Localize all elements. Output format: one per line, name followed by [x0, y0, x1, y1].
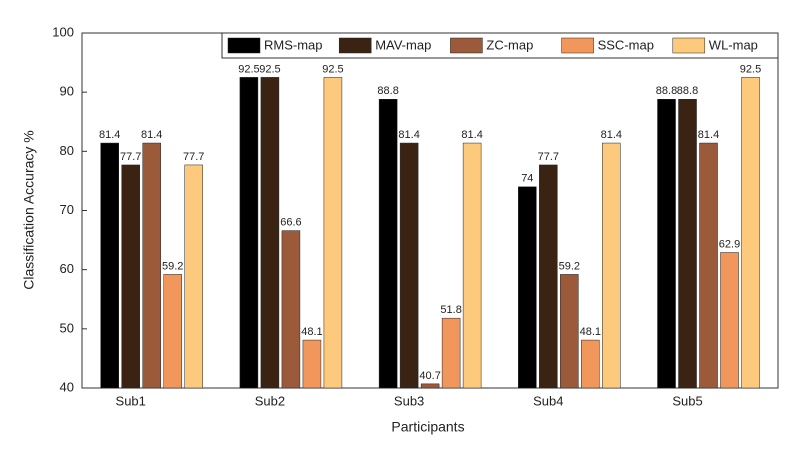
value-label: 66.6	[280, 217, 301, 229]
bar	[581, 339, 600, 389]
y-tick-label: 60	[60, 261, 74, 276]
x-tick-label: Sub3	[394, 393, 424, 408]
legend-swatch	[338, 37, 372, 54]
legend-swatch	[227, 37, 261, 54]
bar	[678, 99, 697, 389]
value-label: 59.2	[559, 260, 580, 272]
bar	[260, 77, 280, 389]
bar	[420, 383, 440, 389]
bar	[100, 142, 119, 389]
bar	[699, 142, 718, 389]
value-label: 81.4	[141, 129, 162, 141]
bar	[142, 142, 161, 389]
value-label: 40.7	[419, 370, 440, 382]
x-tick-label: Sub5	[672, 393, 702, 408]
legend-label: ZC-map	[486, 37, 533, 52]
bar	[657, 99, 676, 389]
legend-label: SSC-map	[598, 37, 654, 52]
bar	[121, 164, 140, 389]
bar	[378, 99, 398, 389]
value-label: 92.5	[259, 63, 280, 75]
value-label: 88.8	[656, 85, 677, 97]
y-tick-label: 90	[60, 84, 74, 99]
bar	[462, 142, 482, 389]
bar	[239, 77, 259, 389]
bar	[302, 339, 322, 389]
y-tick-label: 70	[60, 202, 74, 217]
bar	[281, 230, 301, 389]
bar	[560, 274, 579, 389]
value-label: 92.5	[238, 63, 259, 75]
value-label: 74	[521, 173, 533, 185]
legend-swatch	[561, 37, 594, 54]
bar	[741, 77, 760, 389]
bar	[518, 186, 537, 389]
value-label: 81.4	[99, 129, 120, 141]
bar	[441, 317, 461, 389]
x-tick-label: Sub1	[116, 393, 146, 408]
value-label: 88.8	[377, 85, 398, 97]
x-axis-label: Participants	[391, 419, 464, 435]
bar	[323, 77, 343, 389]
value-label: 92.5	[740, 63, 761, 75]
value-label: 81.4	[601, 129, 622, 141]
value-label: 48.1	[580, 326, 601, 338]
value-label: 48.1	[301, 326, 322, 338]
y-axis-label: Classification Accuracy %	[21, 130, 37, 290]
bar	[720, 252, 739, 389]
legend-label: WL-map	[709, 37, 758, 52]
legend-label: MAV-map	[375, 37, 431, 52]
value-label: 88.8	[677, 85, 698, 97]
legend-label: RMS-map	[264, 37, 323, 52]
value-label: 81.4	[398, 129, 419, 141]
value-label: 77.7	[120, 151, 141, 163]
bar	[399, 142, 419, 389]
value-label: 92.5	[322, 63, 343, 75]
value-label: 59.2	[162, 260, 183, 272]
value-label: 77.7	[538, 151, 559, 163]
bar	[184, 164, 203, 389]
y-tick-label: 100	[52, 24, 74, 39]
x-tick-label: Sub2	[255, 393, 285, 408]
value-label: 81.4	[461, 129, 482, 141]
y-tick-label: 40	[60, 379, 74, 394]
legend-swatch	[672, 37, 706, 54]
value-label: 62.9	[719, 238, 740, 250]
legend-swatch	[450, 37, 483, 54]
bar	[163, 274, 182, 389]
bar	[539, 164, 558, 389]
value-label: 81.4	[698, 129, 719, 141]
x-tick-label: Sub4	[533, 393, 563, 408]
value-label: 77.7	[183, 151, 204, 163]
bar	[602, 142, 621, 389]
value-label: 51.8	[440, 304, 461, 316]
y-tick-label: 50	[60, 320, 74, 335]
y-tick-label: 80	[60, 143, 74, 158]
